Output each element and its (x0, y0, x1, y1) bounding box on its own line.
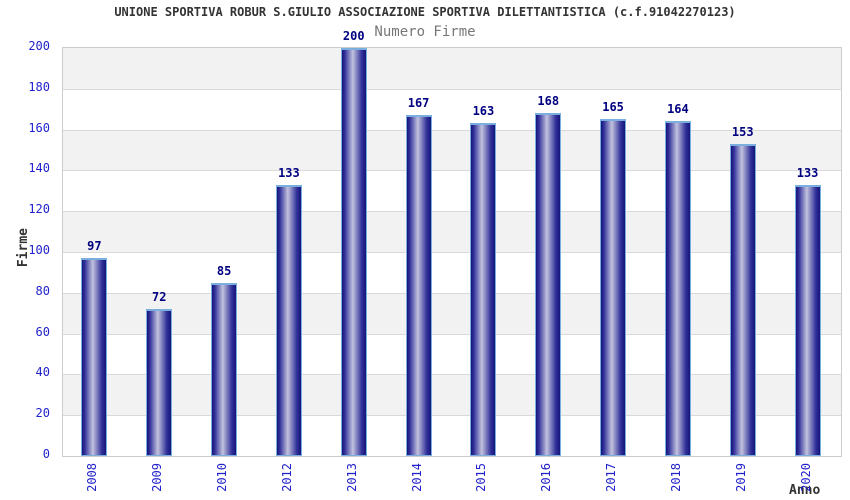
bar (340, 48, 367, 456)
bar-value-label: 97 (87, 239, 102, 254)
chart-subtitle: Numero Firme (374, 24, 476, 40)
bar-value-label: 133 (278, 165, 300, 180)
plot-band (63, 211, 841, 252)
y-tick-label: 40 (35, 365, 50, 380)
y-tick-label: 140 (28, 161, 50, 176)
chart-title: UNIONE SPORTIVA ROBUR S.GIULIO ASSOCIAZI… (114, 5, 736, 19)
bar (275, 184, 302, 456)
grid-line (63, 374, 841, 376)
grid-line (63, 333, 841, 335)
y-tick-label: 60 (35, 324, 50, 339)
x-tick-label: 2008 (85, 463, 100, 492)
bar (470, 123, 497, 456)
bar (81, 258, 108, 456)
y-tick-label: 100 (28, 243, 50, 257)
y-tick-label: 0 (42, 447, 50, 461)
x-tick-label: 2018 (668, 463, 683, 492)
x-axis-title: Anno (789, 483, 821, 498)
bar-value-label: 200 (342, 29, 365, 43)
grid-line (63, 170, 841, 172)
x-tick-label: 2019 (733, 463, 748, 492)
bar (664, 121, 691, 456)
bar-value-label: 164 (667, 102, 689, 117)
bar-value-label: 85 (216, 263, 232, 278)
y-tick-label: 120 (28, 202, 50, 217)
x-tick-label: 2013 (344, 463, 359, 492)
x-tick-label: 2010 (215, 463, 230, 492)
x-tick-label: 2017 (604, 463, 619, 492)
bar-value-label: 133 (796, 165, 819, 180)
plot-band (63, 48, 841, 89)
bar-value-label: 72 (152, 290, 167, 305)
bar (729, 143, 756, 456)
bar (146, 309, 173, 456)
bar-value-label: 153 (731, 124, 754, 139)
bar (405, 115, 432, 456)
grid-line (63, 211, 841, 213)
x-tick-label: 2009 (150, 463, 165, 492)
y-tick-label: 180 (28, 79, 50, 94)
bar-value-label: 165 (602, 100, 624, 115)
y-tick-label: 20 (35, 406, 50, 421)
y-tick-label: 160 (28, 120, 50, 135)
grid-line (63, 129, 841, 131)
bar (535, 113, 562, 456)
bar-value-label: 167 (407, 96, 430, 111)
y-tick-label: 200 (28, 39, 50, 53)
y-tick-label: 80 (35, 283, 50, 298)
bar (794, 184, 821, 456)
bar (211, 282, 238, 456)
plot-band (63, 129, 841, 171)
plot-band (63, 292, 841, 334)
bar (600, 119, 627, 456)
x-tick-label: 2015 (474, 463, 489, 492)
plot-band (63, 374, 841, 416)
x-tick-label: 2016 (539, 463, 554, 492)
x-tick-label: 2014 (409, 463, 424, 492)
grid-line (63, 88, 841, 90)
bar-value-label: 168 (537, 94, 560, 109)
plot-area (62, 47, 842, 457)
grid-line (63, 415, 841, 417)
x-tick-label: 2012 (279, 463, 294, 492)
grid-line (63, 292, 841, 294)
x-tick-label: 2020 (798, 463, 813, 492)
grid-line (63, 252, 841, 253)
bar-value-label: 163 (472, 104, 495, 119)
